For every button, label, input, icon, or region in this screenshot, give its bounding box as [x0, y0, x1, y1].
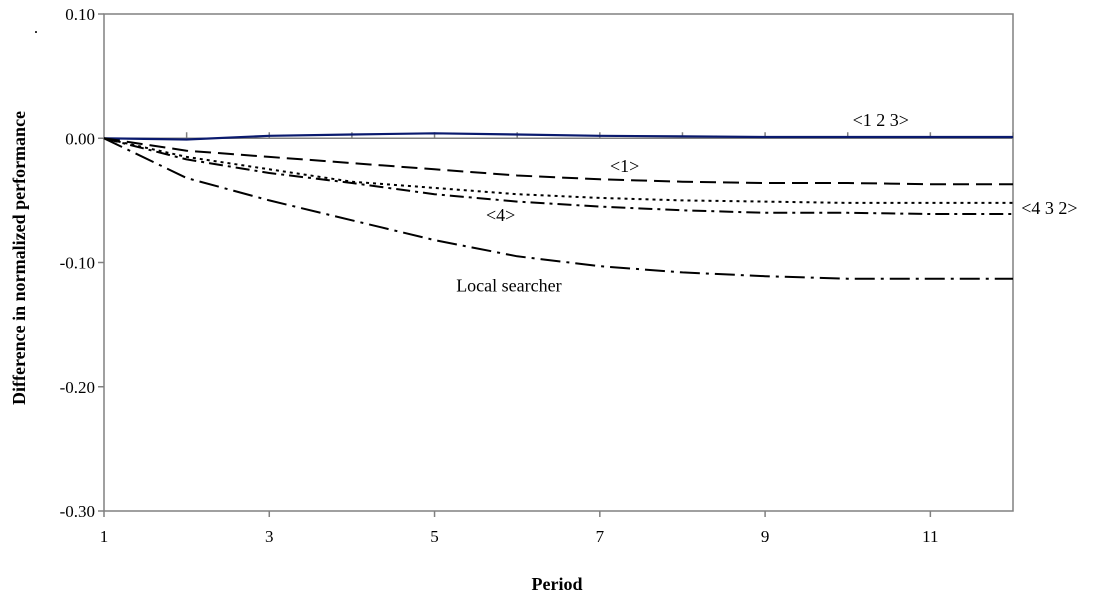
series-lines — [103, 132, 1013, 280]
y-axis: 0.10 0.00 -0.10 -0.20 -0.30 — [60, 5, 104, 521]
y-axis-title: Difference in normalized performance — [9, 111, 29, 405]
series-label-3: <4> — [486, 205, 515, 225]
series-line-2 — [103, 137, 1013, 204]
x-tick-label: 3 — [265, 527, 274, 546]
y-tick-label: 0.10 — [65, 5, 95, 24]
plot-area — [103, 13, 1014, 512]
series-line-0 — [103, 132, 1013, 141]
plot-frame — [103, 13, 1014, 512]
series-label-4: Local searcher — [456, 276, 561, 296]
x-tick-label: 5 — [430, 527, 439, 546]
series-label-0: <1 2 3> — [853, 110, 909, 130]
series-line-1 — [103, 137, 1013, 186]
y-tick-label: 0.00 — [65, 129, 95, 148]
corner-mark: . — [34, 18, 38, 37]
x-axis-title: Period — [532, 574, 583, 594]
series-label-2: <4 3 2> — [1021, 198, 1077, 218]
y-tick-label: -0.20 — [60, 378, 95, 397]
series-label-1: <1> — [610, 156, 639, 176]
x-tick-label: 9 — [761, 527, 770, 546]
x-tick-label: 1 — [100, 527, 109, 546]
series-line-4 — [103, 137, 1013, 280]
x-tick-label: 7 — [596, 527, 605, 546]
series-labels: <1 2 3> <1> <4 3 2> <4> Local searcher — [456, 110, 1077, 296]
x-tick-label: 11 — [922, 527, 938, 546]
y-tick-label: -0.30 — [60, 502, 95, 521]
series-line-3 — [103, 137, 1013, 215]
y-tick-label: -0.10 — [60, 254, 95, 273]
